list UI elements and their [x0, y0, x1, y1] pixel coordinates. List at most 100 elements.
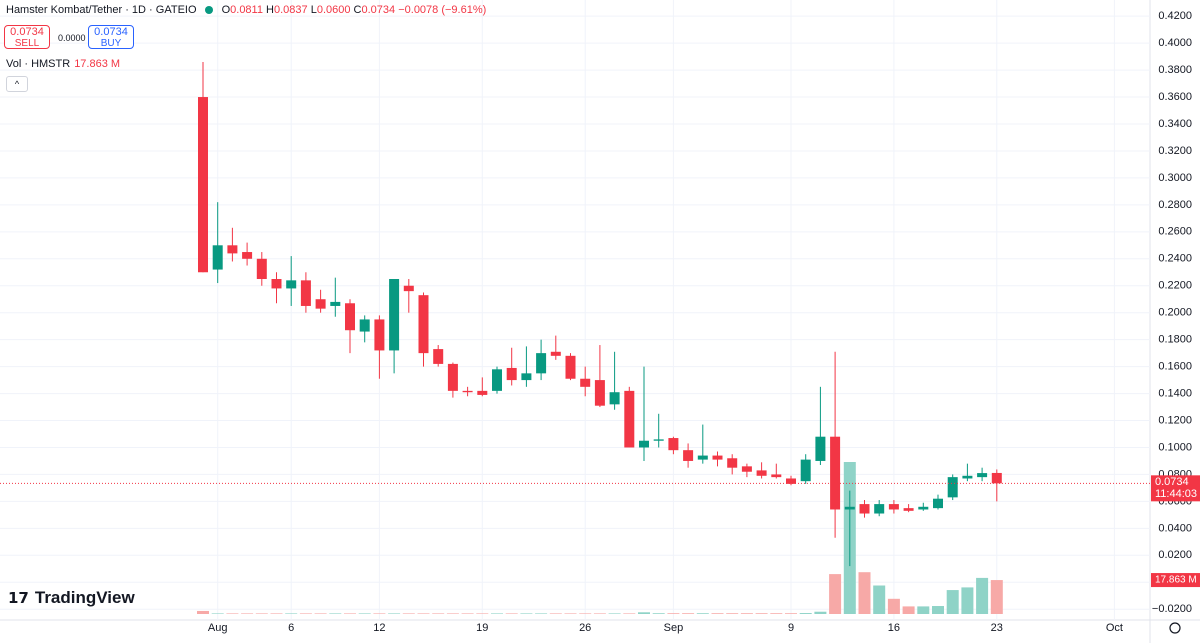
- volume-bar: [255, 613, 268, 614]
- y-tick-label: 0.2400: [1158, 253, 1192, 265]
- volume-bar: [505, 613, 518, 614]
- candle-body: [374, 319, 385, 351]
- volume-title: Vol · HMSTR: [6, 58, 71, 70]
- volume-bar: [241, 613, 254, 614]
- x-tick-label: 6: [288, 622, 294, 634]
- volume-bar: [491, 613, 503, 614]
- collapse-button[interactable]: ^: [6, 76, 28, 92]
- volume-bar: [197, 610, 209, 614]
- open-value: 0.0811: [230, 4, 263, 16]
- volume-bar: [932, 606, 944, 614]
- y-tick-label: 0.3000: [1158, 172, 1192, 184]
- y-tick-label: 0.3400: [1158, 118, 1192, 130]
- low-value: 0.0600: [316, 4, 351, 16]
- candle-body: [198, 97, 208, 273]
- candle-body: [991, 472, 1002, 484]
- candle-body: [933, 498, 943, 509]
- volume-bar: [402, 613, 415, 614]
- y-tick-label: 0.2800: [1158, 199, 1192, 211]
- volume-bar: [799, 613, 812, 614]
- buy-label: BUY: [100, 38, 122, 49]
- volume-bar: [858, 572, 871, 614]
- candle-body: [962, 475, 973, 479]
- volume-badge-label: 17.863 M: [1155, 575, 1197, 586]
- volume-value: 17.863 M: [74, 58, 121, 70]
- y-tick-label: 0.4000: [1158, 37, 1192, 49]
- volume-bar: [226, 613, 239, 614]
- candle-body: [683, 450, 694, 461]
- candle-body: [462, 390, 473, 393]
- volume-bar: [814, 611, 827, 614]
- volume-bar: [667, 613, 680, 614]
- brand-name: TradingView: [34, 588, 135, 607]
- volume-bar: [461, 613, 474, 614]
- volume-bars: [197, 462, 1003, 614]
- candle-body: [433, 349, 444, 364]
- brand-logo: 𝟭𝟳 TradingView: [8, 588, 135, 608]
- volume-bar: [755, 613, 768, 614]
- spread: 0.0000: [58, 33, 86, 43]
- x-tick-label: 16: [888, 622, 900, 634]
- c-label: C: [353, 4, 362, 16]
- candle-body: [741, 466, 752, 472]
- y-tick-label: 0.0200: [1158, 549, 1192, 561]
- grid: [0, 0, 1150, 620]
- candle-body: [212, 245, 223, 270]
- volume-bar: [549, 613, 562, 614]
- volume-bar: [314, 613, 327, 614]
- volume-bar: [417, 613, 430, 614]
- change-value: −0.0078 (−9.61%): [398, 4, 487, 16]
- y-tick-label: −0.0200: [1152, 603, 1192, 615]
- candle-body: [330, 301, 341, 306]
- volume-bar: [696, 613, 709, 614]
- x-tick-label: 12: [373, 622, 385, 634]
- volume-bar: [623, 613, 636, 614]
- y-tick-label: 0.2600: [1158, 226, 1192, 238]
- candle-body: [609, 392, 620, 405]
- candle-body: [888, 504, 899, 510]
- candle-body: [256, 258, 267, 279]
- symbol-title: Hamster Kombat/Tether · 1D · GATEIO: [6, 4, 197, 16]
- volume-bar: [682, 613, 695, 614]
- y-tick-label: 0.3800: [1158, 64, 1192, 76]
- y-tick-label: 0.1600: [1158, 361, 1192, 373]
- candle-body: [668, 438, 679, 451]
- volume-bar: [344, 613, 356, 614]
- volume-bar: [887, 598, 900, 614]
- volume-bar: [873, 585, 886, 614]
- candle-body: [859, 504, 870, 514]
- volume-bar: [608, 613, 621, 614]
- volume-bar: [373, 613, 386, 614]
- logo-mark: 𝟭𝟳: [8, 590, 29, 607]
- candle-body: [521, 373, 532, 381]
- candle-body: [624, 390, 635, 448]
- sell-button[interactable]: 0.0734 SELL: [4, 25, 50, 49]
- volume-bar: [432, 613, 445, 614]
- volume-bar: [299, 613, 312, 614]
- volume-badge: [1151, 573, 1200, 588]
- candle-body: [345, 303, 355, 331]
- candle-body: [903, 508, 914, 511]
- y-tick-label: 0.1800: [1158, 334, 1192, 346]
- volume-bar: [358, 613, 371, 614]
- volume-bar: [990, 580, 1003, 614]
- y-tick-label: 0.4200: [1158, 10, 1192, 22]
- candle-body: [800, 459, 811, 482]
- y-tick-label: 0.0400: [1158, 522, 1192, 534]
- volume-bar: [520, 613, 533, 614]
- countdown: 11:44:03: [1155, 488, 1197, 500]
- volume-bar: [446, 613, 459, 614]
- candle-body: [550, 351, 561, 356]
- volume-bar: [917, 606, 930, 614]
- volume-bar: [785, 613, 797, 614]
- candle-body: [786, 478, 796, 484]
- volume-bar: [726, 613, 739, 614]
- buy-button[interactable]: 0.0734 BUY: [88, 25, 134, 49]
- settings-icon[interactable]: [1169, 622, 1181, 634]
- candle-body: [286, 280, 297, 289]
- volume-bar: [476, 613, 489, 614]
- volume-bar: [579, 613, 592, 614]
- x-tick-label: 26: [579, 622, 591, 634]
